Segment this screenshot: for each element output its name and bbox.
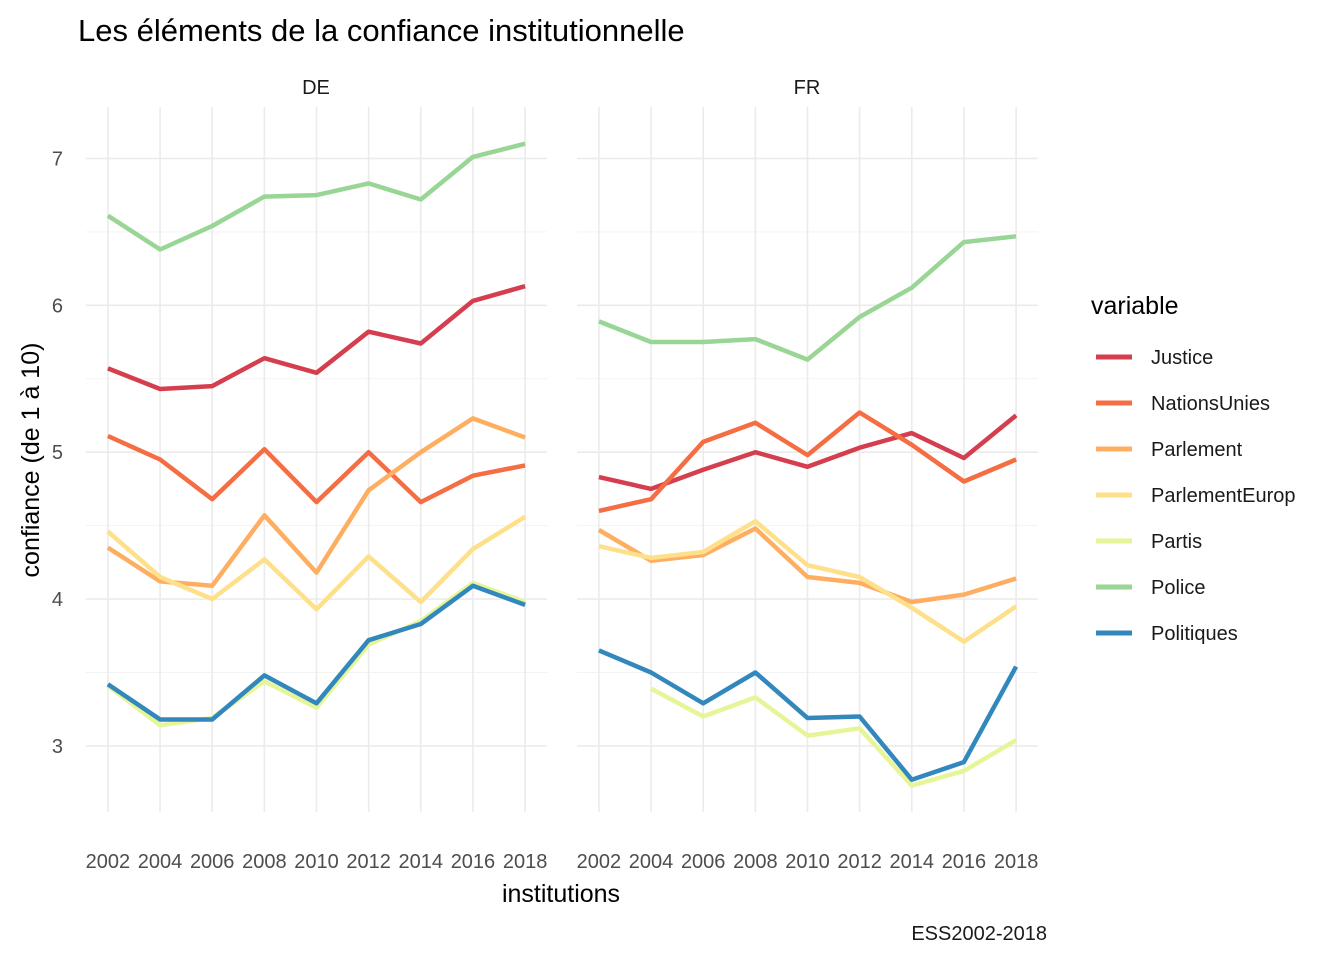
x-tick-label-fr: 2002 — [577, 851, 622, 873]
x-tick-label-de: 2018 — [503, 851, 548, 873]
legend-label-parlementeurop: ParlementEurop — [1151, 485, 1296, 507]
x-tick-label-fr: 2004 — [629, 851, 674, 873]
chart-title: Les éléments de la confiance institution… — [78, 13, 685, 48]
series-line-police-fr — [598, 234, 1017, 362]
x-tick-label-fr: 2008 — [733, 851, 778, 873]
x-axis-title: institutions — [502, 880, 620, 908]
legend: variable Justice NationsUnies Parlement Par… — [1091, 292, 1296, 645]
legend-title: variable — [1091, 292, 1179, 320]
x-tick-label-de: 2016 — [451, 851, 496, 873]
y-tick-label: 6 — [52, 295, 63, 317]
series-line-nationsunies-fr — [598, 410, 1017, 514]
facet-panel-de: DE 2002 2004 2006 2008 2010 2012 2014 2016 2018 — [86, 77, 548, 873]
x-tick-label-de: 2002 — [86, 851, 131, 873]
x-ticks-de: 2002 2004 2006 2008 2010 2012 2014 2016 2018 — [86, 851, 548, 873]
series-line-partis-de — [106, 580, 526, 728]
y-tick-label: 4 — [52, 589, 63, 611]
x-tick-label-fr: 2012 — [837, 851, 882, 873]
y-tick-label: 5 — [52, 442, 63, 464]
y-axis-title: confiance (de 1 à 10) — [17, 343, 45, 578]
series-line-justice-de — [107, 284, 526, 392]
x-tick-label-fr: 2018 — [994, 851, 1039, 873]
legend-label-justice: Justice — [1151, 347, 1213, 369]
series-line-nationsunies-de — [106, 433, 526, 505]
series-line-politiques-de — [106, 583, 526, 722]
x-tick-label-fr: 2016 — [942, 851, 987, 873]
legend-label-police: Police — [1151, 577, 1205, 599]
y-axis-ticks: 3 4 5 6 7 — [52, 148, 63, 758]
panel-lines-de — [106, 141, 527, 728]
panel-lines-fr — [597, 234, 1019, 788]
legend-items: Justice NationsUnies Parlement ParlementEur… — [1096, 347, 1296, 645]
x-tick-label-de: 2008 — [242, 851, 287, 873]
series-line-parlement-fr — [597, 526, 1017, 605]
x-tick-label-fr: 2014 — [890, 851, 935, 873]
y-tick-label: 3 — [52, 736, 63, 758]
x-tick-label-de: 2014 — [399, 851, 444, 873]
x-tick-label-fr: 2010 — [785, 851, 830, 873]
legend-label-nationsunies: NationsUnies — [1151, 393, 1270, 415]
x-tick-label-de: 2010 — [294, 851, 339, 873]
y-tick-label: 7 — [52, 148, 63, 170]
chart-caption: ESS2002-2018 — [911, 923, 1047, 945]
series-line-politiques-fr — [598, 648, 1019, 782]
series-line-parlementeurop-fr — [598, 518, 1018, 644]
x-tick-label-de: 2012 — [346, 851, 391, 873]
x-ticks-fr: 2002 2004 2006 2008 2010 2012 2014 2016 2018 — [577, 851, 1039, 873]
series-line-police-de — [106, 141, 526, 252]
x-tick-label-de: 2004 — [138, 851, 183, 873]
facet-strip-label-fr: FR — [794, 77, 821, 99]
panel-grid-fr — [577, 107, 1038, 812]
series-line-parlementeurop-de — [106, 514, 527, 612]
x-tick-label-fr: 2006 — [681, 851, 726, 873]
series-line-partis-fr — [650, 686, 1018, 788]
legend-label-parlement: Parlement — [1151, 439, 1243, 461]
legend-label-politiques: Politiques — [1151, 623, 1238, 645]
legend-label-partis: Partis — [1151, 531, 1202, 553]
facet-panel-fr: FR 2002 2004 2006 2008 2010 2012 2014 2016 2018 — [577, 77, 1039, 873]
x-tick-label-de: 2006 — [190, 851, 235, 873]
facet-strip-label-de: DE — [302, 77, 330, 99]
